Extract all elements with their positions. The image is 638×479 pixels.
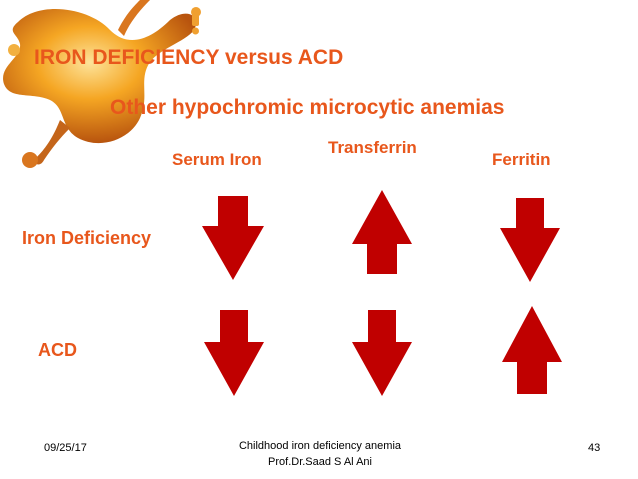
arrow-down-icon: [202, 196, 264, 280]
row-label-iron-deficiency: Iron Deficiency: [22, 228, 152, 248]
arrow-up-icon: [502, 306, 562, 394]
orange-splash-decoration: [3, 0, 201, 168]
arrow-up-icon: [352, 190, 412, 274]
arrow-down-icon: [352, 310, 412, 396]
column-header-serum-iron: Serum Iron: [172, 150, 262, 169]
slide-title: IRON DEFICIENCY versus ACD: [34, 46, 344, 69]
footer-date: 09/25/17: [44, 442, 87, 454]
page-number: 43: [588, 442, 601, 454]
footer-author: Prof.Dr.Saad S Al Ani: [268, 456, 372, 468]
footer-title: Childhood iron deficiency anemia: [238, 440, 402, 452]
arrow-down-icon: [204, 310, 264, 396]
arrow-down-icon: [500, 198, 560, 282]
slide-subtitle: Other hypochromic microcytic anemias: [110, 96, 505, 119]
column-header-ferritin: Ferritin: [492, 150, 551, 169]
row-label-acd: ACD: [38, 340, 77, 360]
footer-caption: Childhood iron deficiency anemia Prof.Dr…: [200, 438, 440, 470]
column-header-transferrin: Transferrin: [328, 138, 417, 157]
